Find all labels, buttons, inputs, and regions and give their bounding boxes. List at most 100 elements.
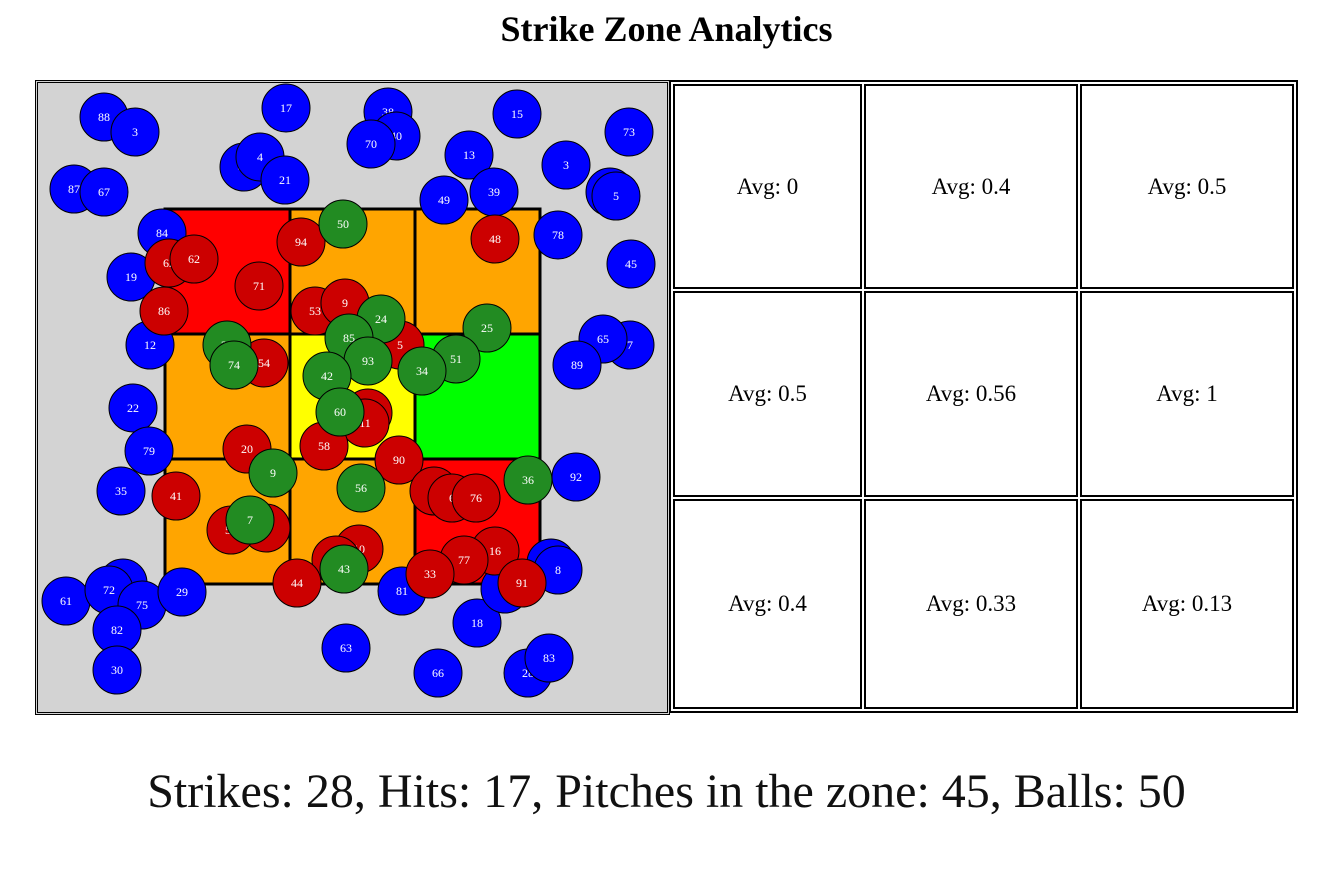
pitch-number: 82 bbox=[111, 623, 123, 637]
pitch-number: 58 bbox=[318, 439, 330, 453]
pitch-number: 87 bbox=[68, 182, 80, 196]
pitch-number: 42 bbox=[321, 369, 333, 383]
average-cell-3-3: Avg: 0.13 bbox=[1080, 499, 1294, 709]
hit-marker: 74 bbox=[209, 340, 259, 390]
pitch-number: 90 bbox=[393, 453, 405, 467]
pitch-number: 83 bbox=[543, 651, 555, 665]
strike-marker: 90 bbox=[374, 435, 424, 485]
zone-average-table: Avg: 0 Avg: 0.4 Avg: 0.5 Avg: 0.5 Avg: 0.56 A… bbox=[669, 80, 1298, 713]
pitch-number: 56 bbox=[355, 481, 367, 495]
ball-marker: 35 bbox=[96, 466, 146, 516]
average-row: Avg: 0.5 Avg: 0.56 Avg: 1 bbox=[673, 291, 1294, 497]
ball-marker: 3 bbox=[110, 107, 160, 157]
pitch-number: 93 bbox=[362, 354, 374, 368]
hit-marker: 93 bbox=[343, 336, 393, 386]
pitch-number: 35 bbox=[115, 484, 127, 498]
strike-marker: 86 bbox=[139, 286, 189, 336]
pitch-number: 36 bbox=[522, 473, 534, 487]
average-row: Avg: 0 Avg: 0.4 Avg: 0.5 bbox=[673, 84, 1294, 289]
ball-marker: 78 bbox=[533, 210, 583, 260]
average-cell-3-2: Avg: 0.33 bbox=[864, 499, 1078, 709]
average-cell-2-3: Avg: 1 bbox=[1080, 291, 1294, 497]
pitch-number: 48 bbox=[489, 232, 501, 246]
ball-marker: 39 bbox=[469, 167, 519, 217]
pitch-number: 7 bbox=[627, 338, 633, 352]
pitch-number: 70 bbox=[365, 137, 377, 151]
ball-marker: 92 bbox=[551, 452, 601, 502]
pitch-number: 3 bbox=[563, 158, 569, 172]
pitch-number: 86 bbox=[158, 304, 170, 318]
ball-marker: 45 bbox=[606, 239, 656, 289]
ball-marker: 61 bbox=[41, 576, 91, 626]
hit-marker: 43 bbox=[319, 544, 369, 594]
pitch-number: 4 bbox=[257, 150, 263, 164]
ball-marker: 67 bbox=[79, 167, 129, 217]
pitch-number: 89 bbox=[571, 358, 583, 372]
pitch-number: 43 bbox=[338, 562, 350, 576]
ball-marker: 5 bbox=[591, 171, 641, 221]
pitch-number: 7 bbox=[247, 513, 253, 527]
pitch-number: 88 bbox=[98, 110, 110, 124]
pitch-number: 92 bbox=[570, 470, 582, 484]
pitch-number: 30 bbox=[111, 663, 123, 677]
strike-marker: 76 bbox=[451, 473, 501, 523]
ball-marker: 70 bbox=[346, 119, 396, 169]
hit-marker: 50 bbox=[318, 199, 368, 249]
ball-marker: 13 bbox=[444, 130, 494, 180]
pitch-number: 50 bbox=[337, 217, 349, 231]
pitch-markers: 8831738407015731335254742187674939784584… bbox=[41, 83, 656, 698]
pitch-number: 66 bbox=[432, 666, 444, 680]
pitch-number: 16 bbox=[489, 544, 501, 558]
ball-marker: 3 bbox=[541, 140, 591, 190]
ball-marker: 66 bbox=[413, 648, 463, 698]
pitch-number: 81 bbox=[396, 584, 408, 598]
pitch-number: 77 bbox=[458, 553, 470, 567]
strike-marker: 33 bbox=[405, 549, 455, 599]
ball-marker: 83 bbox=[524, 633, 574, 683]
pitch-number: 18 bbox=[471, 616, 483, 630]
hit-marker: 7 bbox=[225, 495, 275, 545]
pitch-number: 73 bbox=[623, 125, 635, 139]
pitch-number: 3 bbox=[132, 125, 138, 139]
pitch-number: 5 bbox=[397, 338, 403, 352]
strike-marker: 91 bbox=[497, 558, 547, 608]
strike-marker: 94 bbox=[276, 217, 326, 267]
ball-marker: 63 bbox=[321, 623, 371, 673]
average-cell-3-1: Avg: 0.4 bbox=[673, 499, 862, 709]
hit-marker: 56 bbox=[336, 463, 386, 513]
pitch-number: 24 bbox=[375, 312, 387, 326]
pitch-number: 85 bbox=[343, 331, 355, 345]
pitch-number: 33 bbox=[424, 567, 436, 581]
average-row: Avg: 0.4 Avg: 0.33 Avg: 0.13 bbox=[673, 499, 1294, 709]
strike-marker: 62 bbox=[169, 234, 219, 284]
ball-marker: 30 bbox=[92, 645, 142, 695]
strike-marker: 41 bbox=[151, 471, 201, 521]
ball-marker: 82 bbox=[92, 605, 142, 655]
hit-marker: 9 bbox=[248, 448, 298, 498]
pitch-number: 39 bbox=[488, 185, 500, 199]
hit-marker: 60 bbox=[315, 387, 365, 437]
pitch-number: 49 bbox=[438, 193, 450, 207]
strike-zone-panel: 8831738407015731335254742187674939784584… bbox=[35, 80, 670, 715]
pitch-number: 25 bbox=[481, 321, 493, 335]
average-cell-1-3: Avg: 0.5 bbox=[1080, 84, 1294, 289]
page-title: Strike Zone Analytics bbox=[500, 9, 833, 49]
pitch-number: 51 bbox=[450, 352, 462, 366]
hit-marker: 34 bbox=[397, 346, 447, 396]
ball-marker: 18 bbox=[452, 598, 502, 648]
pitch-number: 75 bbox=[136, 598, 148, 612]
pitch-number: 34 bbox=[416, 364, 428, 378]
pitch-number: 62 bbox=[188, 252, 200, 266]
ball-marker: 21 bbox=[260, 155, 310, 205]
pitch-number: 22 bbox=[127, 401, 139, 415]
pitch-number: 78 bbox=[552, 228, 564, 242]
pitch-number: 21 bbox=[279, 173, 291, 187]
pitch-number: 53 bbox=[309, 304, 321, 318]
strike-zone-diagram: 8831738407015731335254742187674939784584… bbox=[41, 83, 656, 698]
pitch-number: 29 bbox=[176, 585, 188, 599]
strike-marker: 44 bbox=[272, 558, 322, 608]
pitch-number: 54 bbox=[258, 356, 270, 370]
pitch-number: 67 bbox=[98, 185, 110, 199]
pitch-number: 9 bbox=[342, 296, 348, 310]
pitch-number: 79 bbox=[143, 444, 155, 458]
